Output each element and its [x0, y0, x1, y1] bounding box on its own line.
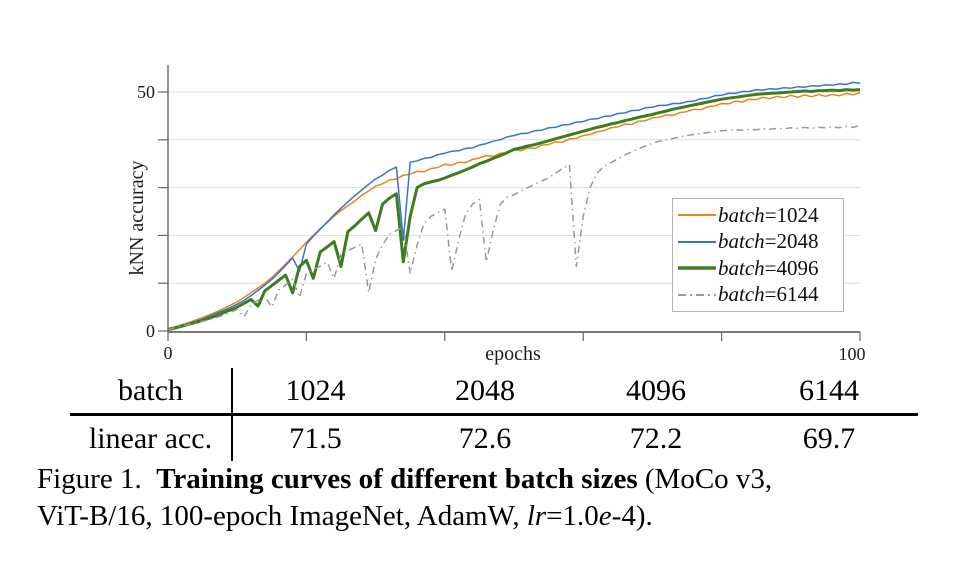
table-row-label: linear acc.: [70, 416, 233, 461]
table-cell: 4096: [626, 374, 686, 407]
table-cell: 72.2: [629, 422, 683, 455]
legend-label: batch=6144: [718, 282, 819, 307]
legend-label-var: batch: [718, 255, 765, 280]
x-tick-label-0: 0: [164, 343, 173, 363]
legend-item-batch=1024: batch=1024: [678, 203, 841, 228]
legend-label-var: batch: [718, 229, 765, 254]
legend-line-sample: [678, 214, 716, 217]
legend-label-value: =2048: [764, 229, 819, 254]
y-tick-label-50: 50: [137, 82, 155, 102]
caption-line: Figure 1. Training curves of different b…: [37, 461, 952, 498]
legend-label: batch=1024: [718, 203, 819, 228]
chart-legend: batch=1024 batch=2048 batch=4096 batch=6144: [672, 198, 844, 312]
legend-label: batch=4096: [718, 256, 819, 281]
table-header-row: batch 1024 2048 4096 6144: [70, 368, 918, 416]
results-table: batch 1024 2048 4096 6144 linear acc. 71.5 72.6…: [70, 368, 918, 461]
table-cell: 71.5: [289, 422, 342, 455]
caption-segment: Training curves of different batch sizes: [156, 463, 638, 495]
caption-segment: (MoCo v3,: [637, 463, 773, 495]
caption-segment: e: [598, 500, 612, 532]
caption-segment: lr: [526, 500, 547, 532]
x-tick-label-100: 100: [839, 344, 866, 364]
legend-item-batch=2048: batch=2048: [678, 229, 841, 254]
legend-label-value: =6144: [764, 282, 819, 307]
legend-label-value: =1024: [764, 202, 819, 227]
caption-segment: =1.0: [546, 500, 599, 532]
legend-label-var: batch: [718, 282, 765, 307]
legend-label: batch=2048: [718, 229, 819, 254]
caption-segment: -4).: [611, 500, 653, 532]
legend-label-var: batch: [718, 202, 765, 227]
table-row: linear acc. 71.5 72.6 72.2 69.7: [70, 416, 918, 461]
table-cell: 69.7: [802, 422, 856, 455]
caption-segment: Figure 1.: [37, 463, 157, 495]
figure-caption: Figure 1. Training curves of different b…: [37, 461, 952, 535]
caption-line: ViT-B/16, 100-epoch ImageNet, AdamW, lr=…: [37, 498, 952, 535]
y-tick-label-0: 0: [146, 321, 155, 341]
table-cell: 1024: [285, 374, 346, 407]
x-axis-label: epochs: [485, 343, 541, 365]
legend-item-batch=4096: batch=4096: [678, 256, 841, 281]
legend-line-sample: [678, 240, 716, 243]
legend-line-sample: [678, 266, 716, 270]
caption-segment: ViT-B/16, 100-epoch ImageNet, AdamW,: [37, 500, 527, 532]
legend-label-value: =4096: [764, 255, 819, 280]
table-cell: 2048: [455, 374, 515, 407]
table-row-label: batch: [70, 368, 233, 413]
legend-line-sample: [678, 293, 716, 296]
table-cell: 72.6: [458, 422, 512, 455]
y-axis-label: kNN accuracy: [126, 161, 148, 276]
legend-item-batch=6144: batch=6144: [678, 282, 841, 307]
table-cell: 6144: [799, 374, 859, 407]
